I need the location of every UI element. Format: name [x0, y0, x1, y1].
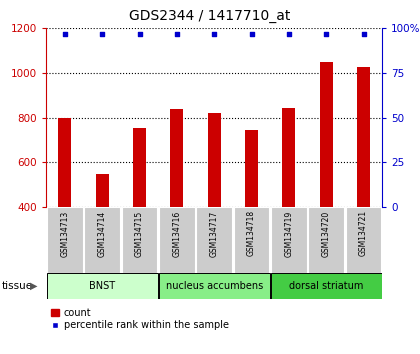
- Bar: [207, 113, 221, 207]
- Text: tissue: tissue: [2, 281, 33, 291]
- Text: GSM134718: GSM134718: [247, 210, 256, 257]
- Bar: [282, 108, 295, 207]
- Point: [323, 31, 330, 36]
- Text: GSM134717: GSM134717: [210, 210, 219, 257]
- Text: GDS2344 / 1417710_at: GDS2344 / 1417710_at: [129, 9, 291, 23]
- Text: GSM134720: GSM134720: [322, 210, 331, 257]
- Text: GSM134716: GSM134716: [172, 210, 181, 257]
- Bar: [47, 273, 158, 299]
- Bar: [234, 207, 270, 273]
- Text: nucleus accumbens: nucleus accumbens: [165, 281, 263, 291]
- Bar: [96, 173, 109, 207]
- Bar: [159, 273, 270, 299]
- Bar: [58, 118, 71, 207]
- Bar: [245, 130, 258, 207]
- Text: ▶: ▶: [30, 281, 38, 291]
- Bar: [346, 207, 381, 273]
- Point: [136, 31, 143, 36]
- Bar: [357, 67, 370, 207]
- Bar: [122, 207, 158, 273]
- Text: dorsal striatum: dorsal striatum: [289, 281, 363, 291]
- Legend: count, percentile rank within the sample: count, percentile rank within the sample: [51, 308, 229, 330]
- Bar: [84, 207, 120, 273]
- Bar: [196, 207, 232, 273]
- Bar: [171, 109, 184, 207]
- Bar: [47, 207, 83, 273]
- Bar: [133, 128, 146, 207]
- Point: [99, 31, 105, 36]
- Text: GSM134714: GSM134714: [98, 210, 107, 257]
- Bar: [320, 62, 333, 207]
- Point: [248, 31, 255, 36]
- Bar: [159, 207, 195, 273]
- Text: BNST: BNST: [89, 281, 115, 291]
- Text: GSM134713: GSM134713: [60, 210, 69, 257]
- Point: [286, 31, 292, 36]
- Point: [211, 31, 218, 36]
- Point: [61, 31, 68, 36]
- Text: GSM134715: GSM134715: [135, 210, 144, 257]
- Point: [173, 31, 180, 36]
- Text: GSM134721: GSM134721: [359, 210, 368, 257]
- Text: GSM134719: GSM134719: [284, 210, 293, 257]
- Bar: [308, 207, 344, 273]
- Bar: [270, 273, 382, 299]
- Point: [360, 31, 367, 36]
- Bar: [271, 207, 307, 273]
